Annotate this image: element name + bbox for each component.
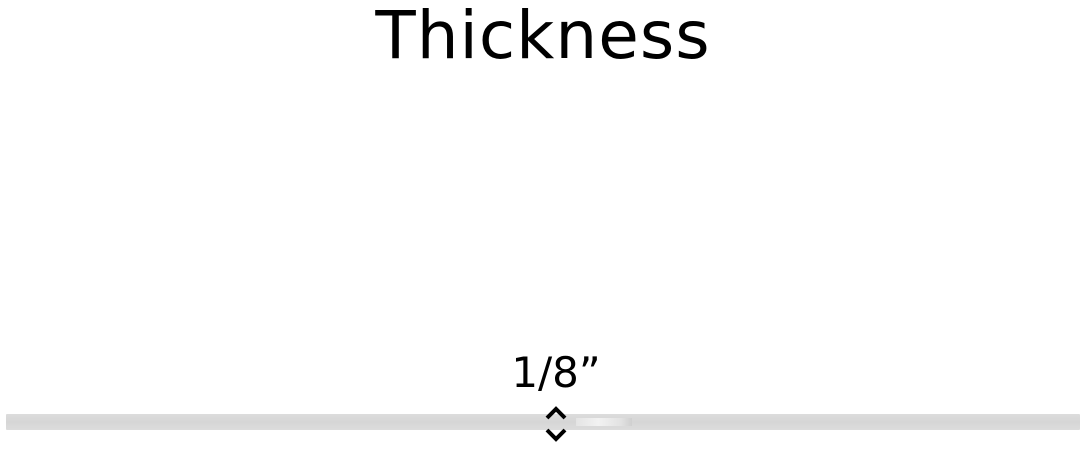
acrylic-sheet-edge bbox=[6, 414, 1080, 430]
double-arrow-vertical-icon bbox=[545, 406, 567, 442]
page-title: Thickness bbox=[375, 0, 711, 74]
thickness-dimension-label: 1/8” bbox=[511, 348, 601, 397]
sheet-edge-highlight bbox=[576, 418, 632, 426]
